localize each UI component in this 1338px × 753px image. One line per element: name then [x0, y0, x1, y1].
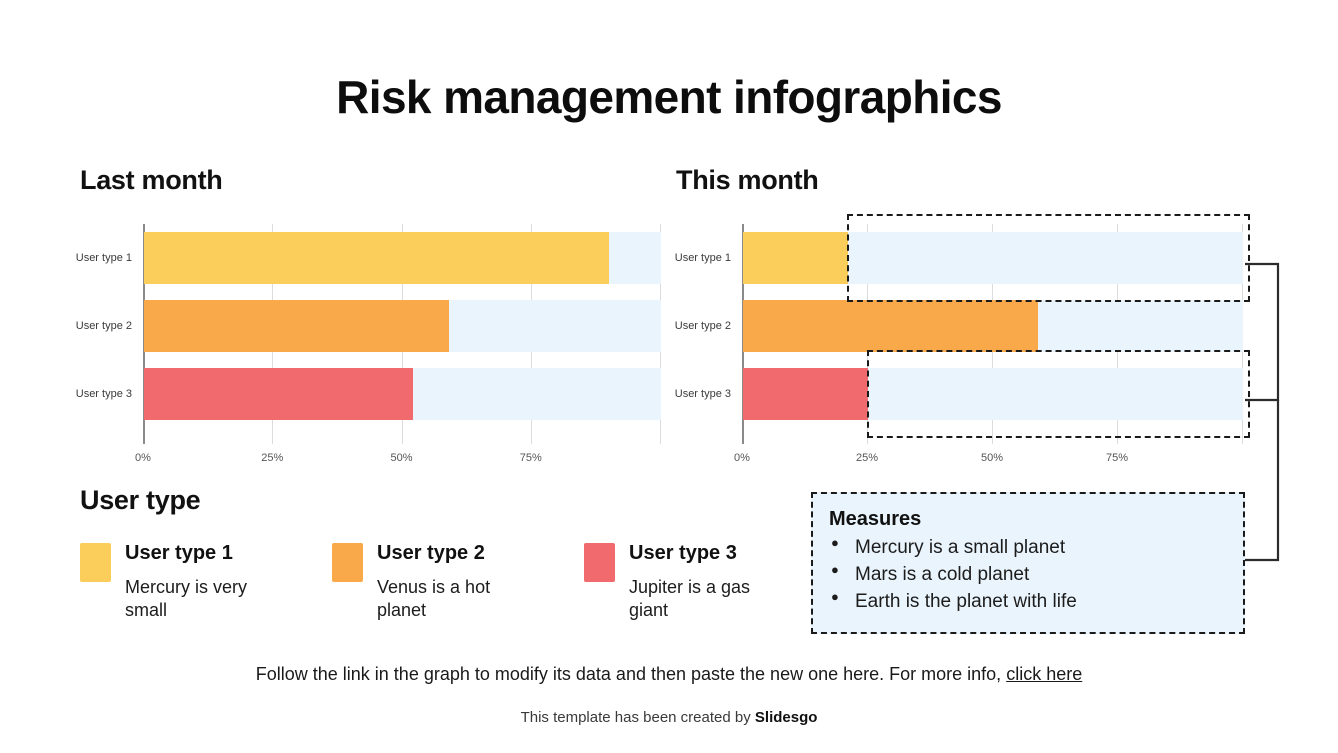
- bar-fill[interactable]: [743, 232, 848, 284]
- list-item: Mars is a cold planet: [831, 561, 1243, 589]
- legend-heading: User type: [80, 485, 201, 515]
- list-item: Earth is the planet with life: [831, 588, 1243, 616]
- x-axis-tick-label: 25%: [261, 452, 284, 464]
- bar-row: User type 1: [675, 232, 1243, 284]
- category-label: User type 3: [75, 388, 132, 400]
- category-label: User type 2: [75, 320, 132, 332]
- plot-area-last-month: 0% 25% 50% 75% User type 1 User type 2 User ty…: [76, 224, 661, 464]
- slidesgo-credit: This template has been created by Slides…: [0, 709, 1338, 726]
- credit-prefix: This template has been created by: [520, 709, 751, 726]
- bar-fill[interactable]: [144, 300, 450, 352]
- legend-item-label: User type 2: [377, 542, 485, 564]
- chart-heading-this-month: This month: [676, 165, 819, 195]
- list-item: Mercury is a small planet: [831, 534, 1243, 562]
- measures-callout: Measures Mercury is a small planet Mars …: [811, 492, 1245, 634]
- category-label: User type 1: [674, 252, 731, 264]
- category-label: User type 3: [674, 388, 731, 400]
- y-axis-line: [742, 224, 744, 444]
- page-title: Risk management infographics: [336, 71, 1002, 123]
- legend-swatch-icon: [584, 543, 615, 582]
- x-axis-tick-label: 0%: [135, 452, 151, 464]
- legend-item-description: Jupiter is a gas giant: [629, 577, 751, 621]
- click-here-link[interactable]: click here: [1006, 664, 1083, 684]
- bracket-connector-icon: [1245, 262, 1280, 562]
- measures-title: Measures: [829, 508, 922, 530]
- legend-item-description: Venus is a hot planet: [377, 577, 491, 621]
- bar-row: User type 2: [76, 300, 661, 352]
- plot-area-this-month: 0% 25% 50% 75% User type 1 User type 2 User ty…: [675, 214, 1250, 464]
- legend-item-user-type-2: User type 2 Venus is a hot planet: [332, 543, 528, 622]
- bar-row: User type 1: [76, 232, 661, 284]
- y-axis-line: [143, 224, 145, 444]
- footer-note-text: Follow the link in the graph to modify i…: [255, 664, 1002, 684]
- legend-swatch-icon: [80, 543, 111, 582]
- bar-fill[interactable]: [743, 300, 1038, 352]
- footer-note: Follow the link in the graph to modify i…: [0, 664, 1338, 685]
- x-axis-tick-label: 50%: [390, 452, 413, 464]
- legend: User type 1 Mercury is very small User t…: [80, 543, 780, 622]
- legend-swatch-icon: [332, 543, 363, 582]
- x-axis-tick-label: 75%: [519, 452, 542, 464]
- x-axis-tick-label: 25%: [855, 452, 879, 464]
- legend-item-user-type-3: User type 3 Jupiter is a gas giant: [584, 543, 780, 622]
- category-label: User type 1: [75, 252, 132, 264]
- bar-row: User type 3: [675, 368, 1243, 420]
- bar-fill[interactable]: [144, 368, 413, 420]
- x-axis-tick-label: 50%: [980, 452, 1004, 464]
- category-label: User type 2: [674, 320, 731, 332]
- slidesgo-brand: Slidesgo: [754, 709, 818, 726]
- x-axis-tick-label: 0%: [734, 452, 750, 464]
- x-axis-tick-label: 75%: [1105, 452, 1129, 464]
- bar-fill[interactable]: [144, 232, 610, 284]
- bar-row: User type 2: [675, 300, 1243, 352]
- legend-item-description: Mercury is very small: [125, 577, 248, 621]
- bar-row: User type 3: [76, 368, 661, 420]
- chart-this-month: This month 0% 25% 50% 75% User type 1 User ty…: [675, 165, 1256, 464]
- legend-item-user-type-1: User type 1 Mercury is very small: [80, 543, 276, 622]
- bar-fill[interactable]: [743, 368, 868, 420]
- measures-list: Mercury is a small planet Mars is a cold…: [829, 534, 1243, 616]
- legend-item-label: User type 3: [629, 542, 737, 564]
- chart-heading-last-month: Last month: [80, 165, 223, 195]
- legend-item-label: User type 1: [125, 542, 233, 564]
- chart-last-month: Last month 0% 25% 50% 75% User type 1 User ty…: [76, 165, 661, 464]
